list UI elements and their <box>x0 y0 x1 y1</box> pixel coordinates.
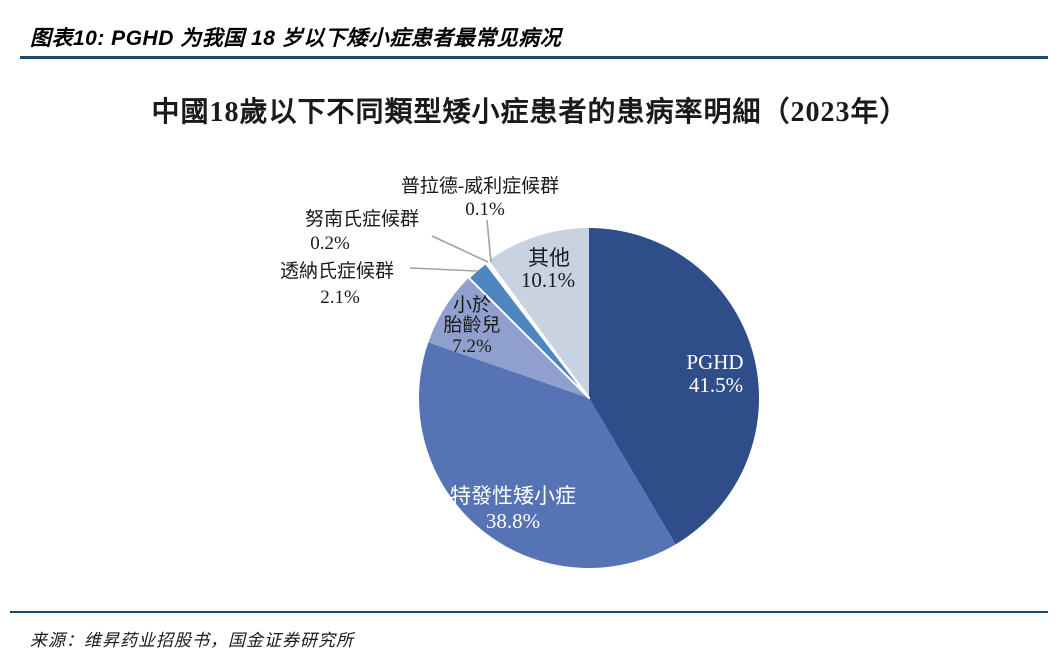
pie-slice-其他 <box>488 228 589 398</box>
slice-label: 38.8% <box>486 509 540 533</box>
slice-label: 41.5% <box>689 373 743 397</box>
slice-label: 特發性矮小症 <box>450 484 576 508</box>
pie-slice-PGHD <box>589 228 760 545</box>
slice-label: 0.1% <box>465 199 505 220</box>
slice-label: 胎齡兒 <box>443 314 500 336</box>
slice-label: 0.2% <box>310 233 350 254</box>
header-divider <box>20 56 1048 59</box>
slice-label: 小於 <box>453 294 491 316</box>
pie-slice-特發性矮小症 <box>418 342 676 569</box>
slice-label: 2.1% <box>320 287 360 308</box>
chart-title: 中國18歲以下不同類型矮小症患者的患病率明細（2023年） <box>151 97 909 128</box>
slice-label: 10.1% <box>521 268 575 292</box>
pie-slice-小於胎齡兒 <box>428 277 589 398</box>
figure-caption: 图表10: PGHD 为我国 18 岁以下矮小症患者最常见病况 <box>30 27 562 50</box>
footer-divider <box>10 611 1048 613</box>
leader-line <box>431 235 489 263</box>
slice-label: 透納氏症候群 <box>280 260 394 282</box>
leader-line <box>409 267 478 272</box>
slice-label: 7.2% <box>452 336 492 357</box>
leader-line <box>486 219 492 263</box>
source-note: 来源：维昇药业招股书，国金证券研究所 <box>30 631 354 650</box>
slice-label: 其他 <box>528 246 570 270</box>
slice-label: PGHD <box>686 350 743 374</box>
slice-label: 努南氏症候群 <box>305 208 419 230</box>
slice-label: 普拉德-威利症候群 <box>401 175 559 197</box>
